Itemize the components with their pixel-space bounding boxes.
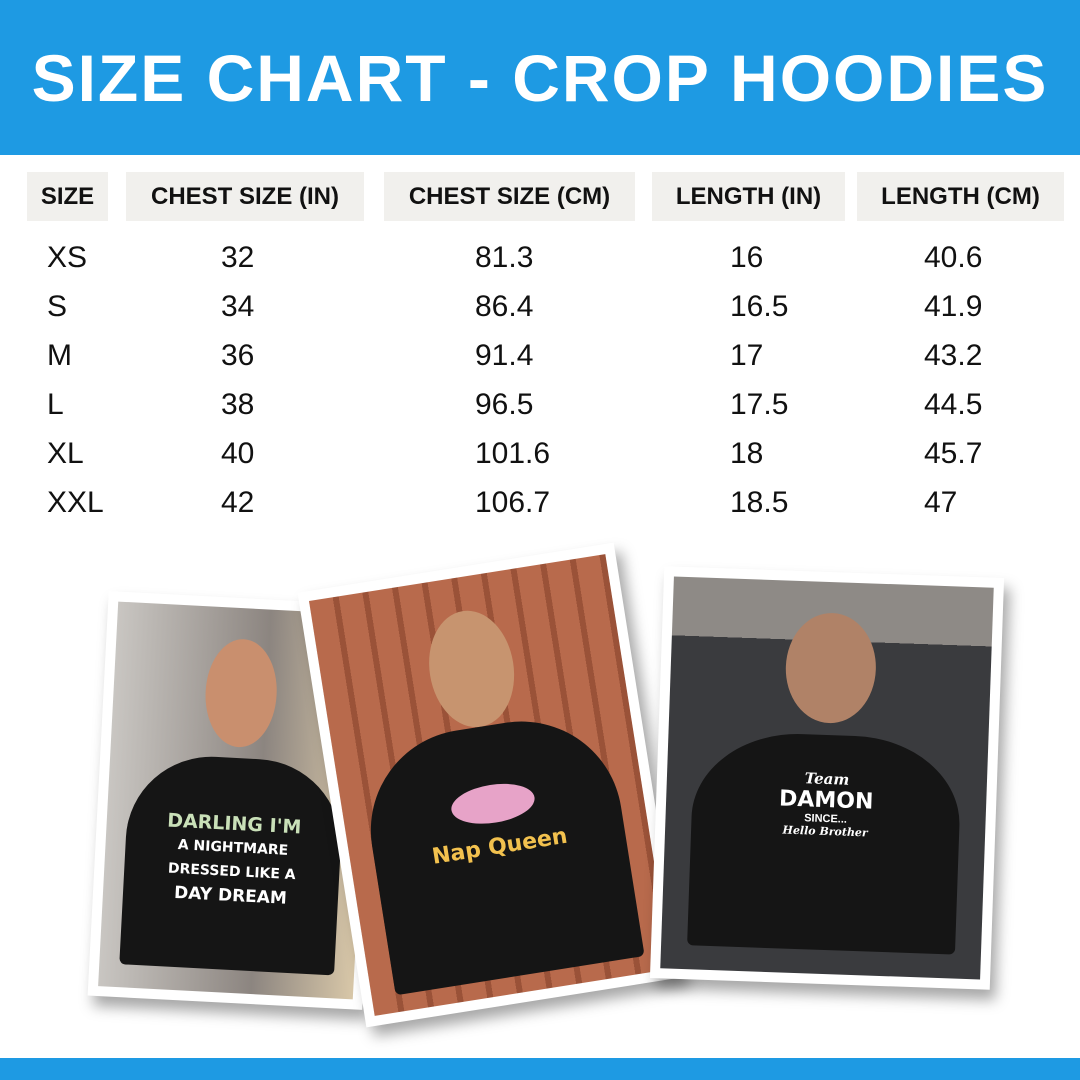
- table-cell: 16: [730, 241, 764, 274]
- table-cell: 41.9: [924, 290, 983, 323]
- table-cell: 47: [924, 486, 958, 519]
- table-cell: 18.5: [730, 486, 789, 519]
- column-header: LENGTH (CM): [857, 172, 1064, 221]
- photo-nap-queen-hoodie: Nap Queen: [297, 542, 683, 1028]
- table-cell: 17.5: [730, 388, 789, 421]
- table-cell: 34: [221, 290, 255, 323]
- table-cell: 38: [221, 388, 255, 421]
- table-cell: 43.2: [924, 339, 983, 372]
- table-cell: 86.4: [475, 290, 534, 323]
- table-cell: 40: [221, 437, 255, 470]
- table-cell: 91.4: [475, 339, 534, 372]
- table-cell: M: [47, 339, 72, 372]
- footer-bar: [0, 1058, 1080, 1080]
- table-cell: 16.5: [730, 290, 789, 323]
- page-title: SIZE CHART - CROP HOODIES: [31, 40, 1049, 115]
- table-cell: 101.6: [475, 437, 551, 470]
- table-cell: 40.6: [924, 241, 983, 274]
- table-cell: 17: [730, 339, 764, 372]
- table-cell: 96.5: [475, 388, 534, 421]
- table-cell: 32: [221, 241, 255, 274]
- table-cell: 45.7: [924, 437, 983, 470]
- table-cell: S: [47, 290, 68, 323]
- table-cell: 18: [730, 437, 764, 470]
- column-header: SIZE: [27, 172, 108, 221]
- column-header: CHEST SIZE (CM): [384, 172, 635, 221]
- column-header: LENGTH (IN): [652, 172, 845, 221]
- table-cell: 44.5: [924, 388, 983, 421]
- title-banner: SIZE CHART - CROP HOODIES: [0, 0, 1080, 155]
- table-cell: XXL: [47, 486, 104, 519]
- table-cell: 42: [221, 486, 255, 519]
- table-cell: XS: [47, 241, 88, 274]
- table-cell: 36: [221, 339, 255, 372]
- table-cell: 81.3: [475, 241, 534, 274]
- photo-team-damon-hoodie: Team DAMON SINCE... Hello Brother: [649, 566, 1005, 990]
- table-cell: 106.7: [475, 486, 551, 519]
- table-cell: L: [47, 388, 64, 421]
- table-cell: XL: [47, 437, 84, 470]
- column-header: CHEST SIZE (IN): [126, 172, 364, 221]
